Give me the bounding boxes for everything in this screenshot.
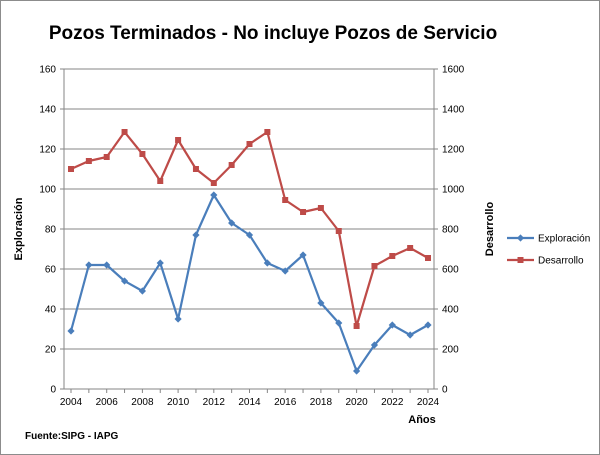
right-y-tick-label: 400 (442, 305, 459, 316)
left-y-tick-label: 80 (45, 225, 57, 236)
x-tick-label: 2018 (310, 397, 333, 408)
x-tick-label: 2008 (131, 397, 154, 408)
data-point-exploracion (103, 261, 111, 269)
left-y-tick-label: 20 (45, 345, 57, 356)
x-tick-label: 2022 (381, 397, 404, 408)
data-point-exploracion (335, 319, 343, 327)
right-y-tick-label: 1000 (442, 185, 465, 196)
x-tick-label: 2014 (238, 397, 261, 408)
legend-marker-desarrollo (517, 257, 524, 263)
data-point-exploracion (174, 315, 182, 323)
data-point-desarrollo (317, 205, 324, 211)
data-point-exploracion (299, 251, 307, 259)
x-tick-label: 2016 (274, 397, 297, 408)
data-point-desarrollo (157, 178, 164, 184)
right-y-tick-label: 800 (442, 225, 459, 236)
left-y-tick-label: 60 (45, 265, 57, 276)
legend-label-exploracion: Exploración (538, 234, 590, 245)
data-point-exploracion (85, 261, 93, 269)
data-point-exploracion (192, 231, 200, 239)
data-point-desarrollo (175, 137, 182, 143)
data-point-exploracion (156, 259, 164, 267)
left-y-tick-label: 40 (45, 305, 57, 316)
left-y-tick-label: 140 (39, 105, 56, 116)
data-point-desarrollo (335, 228, 342, 234)
data-point-desarrollo (425, 255, 431, 261)
data-point-desarrollo (68, 166, 74, 172)
data-point-desarrollo (210, 180, 217, 186)
data-point-desarrollo (246, 141, 253, 147)
data-point-desarrollo (389, 253, 396, 259)
data-point-exploracion (388, 321, 396, 329)
left-y-tick-label: 160 (39, 65, 56, 76)
data-point-exploracion (263, 259, 271, 267)
data-point-desarrollo (353, 323, 360, 329)
data-point-exploracion (138, 287, 146, 295)
data-point-desarrollo (121, 129, 128, 135)
right-y-tick-label: 1400 (442, 105, 465, 116)
right-y-tick-label: 200 (442, 345, 459, 356)
data-point-desarrollo (300, 209, 307, 215)
data-point-desarrollo (228, 162, 235, 168)
legend: Exploración Desarrollo (507, 234, 590, 267)
chart-title: Pozos Terminados - No incluye Pozos de S… (49, 23, 497, 44)
data-point-desarrollo (264, 129, 271, 135)
x-axis-label: Años (408, 414, 436, 426)
left-y-tick-label: 0 (50, 385, 56, 396)
source-note: Fuente:SIPG - IAPG (25, 431, 119, 442)
data-point-desarrollo (407, 245, 414, 251)
left-y-tick-labels: 0 20 40 60 80 100 120 140 160 (39, 65, 56, 396)
left-y-tick-label: 100 (39, 185, 56, 196)
data-point-exploracion (120, 277, 129, 285)
right-y-tick-label: 0 (442, 385, 448, 396)
x-tick-labels: 2004 2006 2008 2010 2012 2014 2016 2018 2020 2022… (60, 397, 440, 408)
legend-marker-exploracion (516, 234, 525, 242)
right-y-tick-label: 1200 (442, 145, 465, 156)
data-point-exploracion (317, 299, 325, 307)
right-y-tick-label: 1600 (442, 65, 465, 76)
data-point-exploracion (281, 267, 289, 275)
right-y-tick-labels: 0 200 400 600 800 1000 1200 1400 1600 (442, 65, 465, 396)
data-point-desarrollo (85, 158, 92, 164)
legend-label-desarrollo: Desarrollo (538, 256, 584, 267)
data-point-exploracion (370, 341, 379, 349)
x-tick-label: 2012 (203, 397, 226, 408)
data-point-exploracion (228, 219, 236, 227)
data-point-desarrollo (192, 166, 199, 172)
x-tick-label: 2006 (96, 397, 119, 408)
x-tick-label: 2010 (167, 397, 190, 408)
data-point-desarrollo (282, 197, 289, 203)
gridlines (64, 68, 434, 390)
axes (60, 68, 438, 393)
data-point-desarrollo (139, 151, 146, 157)
data-point-exploracion (353, 367, 361, 375)
data-point-desarrollo (371, 263, 378, 269)
data-series (67, 129, 432, 375)
data-point-desarrollo (103, 154, 110, 160)
left-y-axis-label: Exploración (13, 197, 25, 260)
right-y-tick-label: 600 (442, 265, 459, 276)
data-point-exploracion (210, 191, 218, 199)
data-point-exploracion (67, 327, 75, 335)
data-point-exploracion (424, 321, 432, 329)
left-y-tick-label: 120 (39, 145, 56, 156)
right-y-axis-label: Desarrollo (484, 202, 496, 257)
x-tick-label: 2024 (417, 397, 440, 408)
data-point-exploracion (245, 231, 254, 239)
x-tick-label: 2004 (60, 397, 83, 408)
data-point-exploracion (406, 331, 414, 339)
x-tick-label: 2020 (345, 397, 368, 408)
